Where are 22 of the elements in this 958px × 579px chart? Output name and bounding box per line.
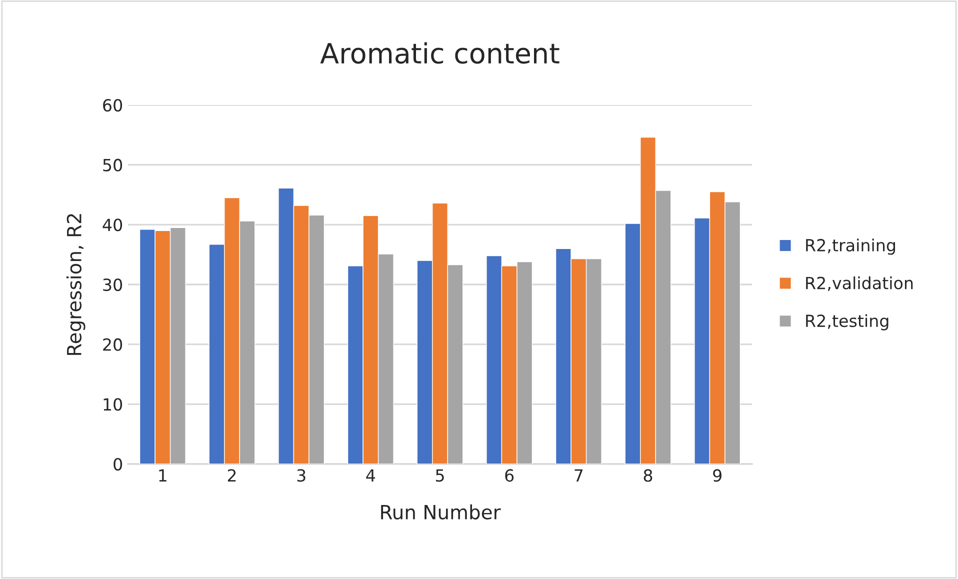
x-tick-label: 2: [228, 469, 236, 482]
x-tick-label: 1: [159, 469, 166, 482]
x-tick-label: 6: [505, 469, 514, 482]
chart-title: Aromatic content: [320, 42, 560, 64]
y-tick-label: 20: [103, 338, 122, 351]
y-tick-label: 10: [104, 398, 122, 411]
y-tick-label: 40: [102, 218, 122, 232]
legend-label: R2,testing: [806, 314, 888, 330]
x-tick-label: 3: [297, 469, 306, 482]
legend-label: R2,training: [806, 238, 896, 255]
legend-label: R2,validation: [806, 276, 913, 292]
y-axis-title: Regression, R2: [66, 214, 86, 355]
x-axis-title: Run Number: [381, 504, 501, 520]
y-tick-label: 50: [103, 158, 122, 172]
x-tick-label: 4: [366, 469, 376, 482]
x-tick-label: 5: [436, 469, 444, 482]
y-tick-label: 30: [103, 278, 122, 292]
x-tick-label: 7: [574, 469, 583, 482]
x-tick-label: 8: [644, 469, 652, 482]
y-tick-label: 60: [103, 98, 122, 112]
x-tick-label: 9: [713, 469, 722, 482]
y-tick-label: 0: [114, 458, 122, 471]
